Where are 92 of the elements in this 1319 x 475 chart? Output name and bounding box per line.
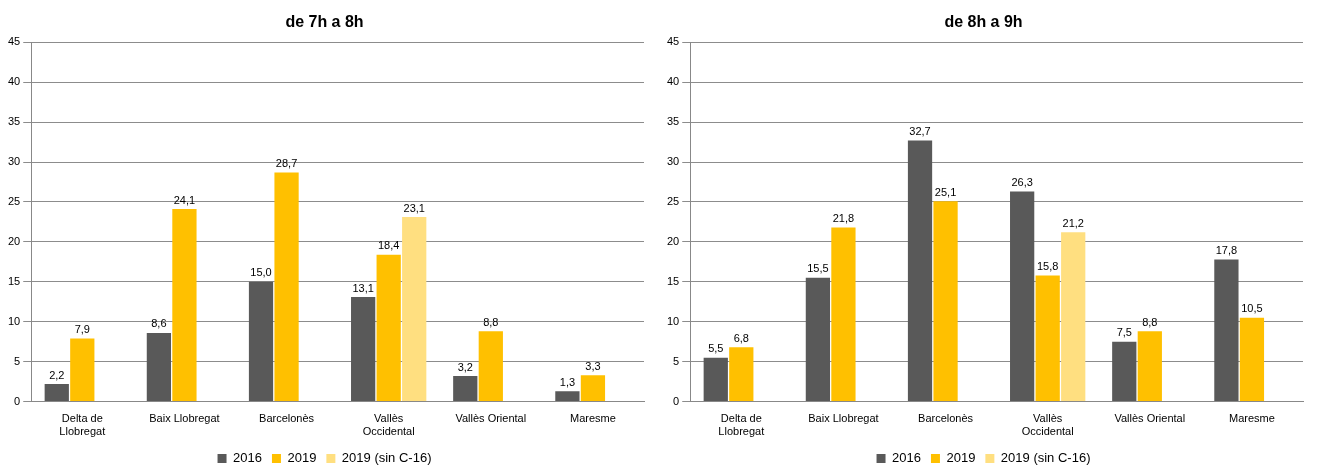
- y-tick-label: 5: [673, 354, 680, 367]
- y-tick-label: 45: [666, 35, 680, 48]
- legend-label: 2019: [946, 450, 976, 466]
- data-label: 23,1: [403, 201, 425, 214]
- x-tick-label: Vallès Occidental: [1021, 412, 1074, 438]
- legend-label: 2019: [287, 450, 317, 466]
- bar: [351, 296, 376, 402]
- data-label: 5,5: [708, 342, 724, 355]
- chart-title: de 7h a 8h: [285, 13, 364, 31]
- bar: [478, 331, 503, 402]
- bar: [1214, 259, 1239, 402]
- data-label: 21,2: [1062, 216, 1084, 229]
- y-tick-label: 30: [666, 155, 680, 168]
- data-label: 6,8: [733, 331, 749, 344]
- bar: [172, 209, 197, 402]
- bar: [580, 375, 606, 402]
- data-label: 13,1: [352, 281, 374, 294]
- x-tick-label: Vallès Oriental: [455, 412, 527, 425]
- x-tick-label: Baix Llobregat: [808, 412, 879, 425]
- data-label: 8,8: [483, 315, 499, 328]
- bar: [248, 281, 274, 402]
- data-label: 10,5: [1241, 302, 1263, 315]
- legend-label: 2016: [233, 450, 262, 466]
- data-label: 3,2: [457, 360, 473, 373]
- bar: [907, 140, 933, 402]
- bar: [44, 384, 69, 402]
- data-label: 8,6: [151, 317, 167, 330]
- bar: [1239, 317, 1265, 402]
- x-tick-label: Baix Llobregat: [149, 412, 220, 425]
- bar: [805, 277, 831, 402]
- bar: [1061, 232, 1086, 402]
- y-tick-label: 20: [7, 234, 21, 247]
- x-tick-label: Barcelonès: [918, 412, 974, 425]
- y-tick-label: 30: [7, 155, 21, 168]
- data-label: 1,3: [559, 375, 576, 388]
- bar: [555, 391, 580, 402]
- data-label: 15,8: [1036, 259, 1059, 272]
- data-label: 32,7: [909, 124, 931, 137]
- x-tick-label: Barcelonès: [259, 412, 315, 425]
- bar: [1010, 191, 1035, 402]
- y-tick-label: 10: [7, 314, 21, 327]
- y-tick-label: 45: [7, 35, 21, 48]
- y-tick-label: 40: [666, 75, 680, 88]
- y-tick-label: 35: [7, 115, 21, 128]
- y-tick-label: 0: [673, 394, 680, 407]
- bar: [274, 172, 299, 402]
- x-tick-label: Delta de Llobregat: [59, 412, 106, 438]
- y-tick-label: 0: [14, 394, 21, 407]
- data-label: 15,5: [807, 262, 829, 275]
- data-label: 7,9: [74, 323, 90, 336]
- data-label: 28,7: [275, 156, 298, 169]
- chart-title: de 8h a 9h: [944, 13, 1023, 31]
- x-tick-label: Maresme: [570, 412, 616, 425]
- data-label: 18,4: [377, 239, 400, 252]
- bar: [1112, 341, 1137, 402]
- bar: [933, 201, 958, 402]
- y-tick-label: 40: [7, 75, 21, 88]
- y-tick-label: 35: [666, 115, 680, 128]
- y-tick-label: 10: [666, 314, 680, 327]
- bar: [70, 338, 95, 402]
- bar: [453, 376, 478, 402]
- y-tick-label: 5: [14, 354, 21, 367]
- data-label: 15,0: [250, 266, 272, 279]
- data-label: 17,8: [1215, 243, 1238, 256]
- bar: [376, 254, 401, 402]
- bar: [703, 357, 728, 402]
- x-tick-label: Vallès Oriental: [1114, 412, 1186, 425]
- x-tick-label: Vallès Occidental: [362, 412, 415, 438]
- bar: [729, 347, 754, 402]
- data-label: 8,8: [1142, 315, 1158, 328]
- x-tick-label: Maresme: [1229, 412, 1275, 425]
- legend-label: 2016: [892, 450, 921, 466]
- x-tick-label: Delta de Llobregat: [718, 412, 765, 438]
- y-tick-label: 20: [666, 234, 680, 247]
- y-tick-label: 15: [666, 274, 680, 287]
- data-label: 3,3: [585, 359, 601, 372]
- bar: [146, 332, 172, 402]
- y-tick-label: 15: [7, 274, 21, 287]
- data-label: 25,1: [934, 185, 957, 198]
- data-label: 7,5: [1116, 326, 1132, 339]
- legend-label: 2019 (sin C-16): [341, 450, 432, 466]
- data-label: 24,1: [173, 193, 196, 206]
- y-tick-label: 25: [666, 194, 680, 207]
- data-label: 26,3: [1011, 176, 1033, 189]
- bar: [402, 217, 427, 402]
- data-label: 21,8: [832, 212, 855, 225]
- legend-label: 2019 (sin C-16): [1000, 450, 1091, 466]
- data-label: 2,2: [49, 368, 65, 381]
- y-tick-label: 25: [7, 194, 21, 207]
- bar: [1035, 275, 1060, 402]
- bar: [831, 227, 856, 402]
- bar: [1137, 331, 1162, 402]
